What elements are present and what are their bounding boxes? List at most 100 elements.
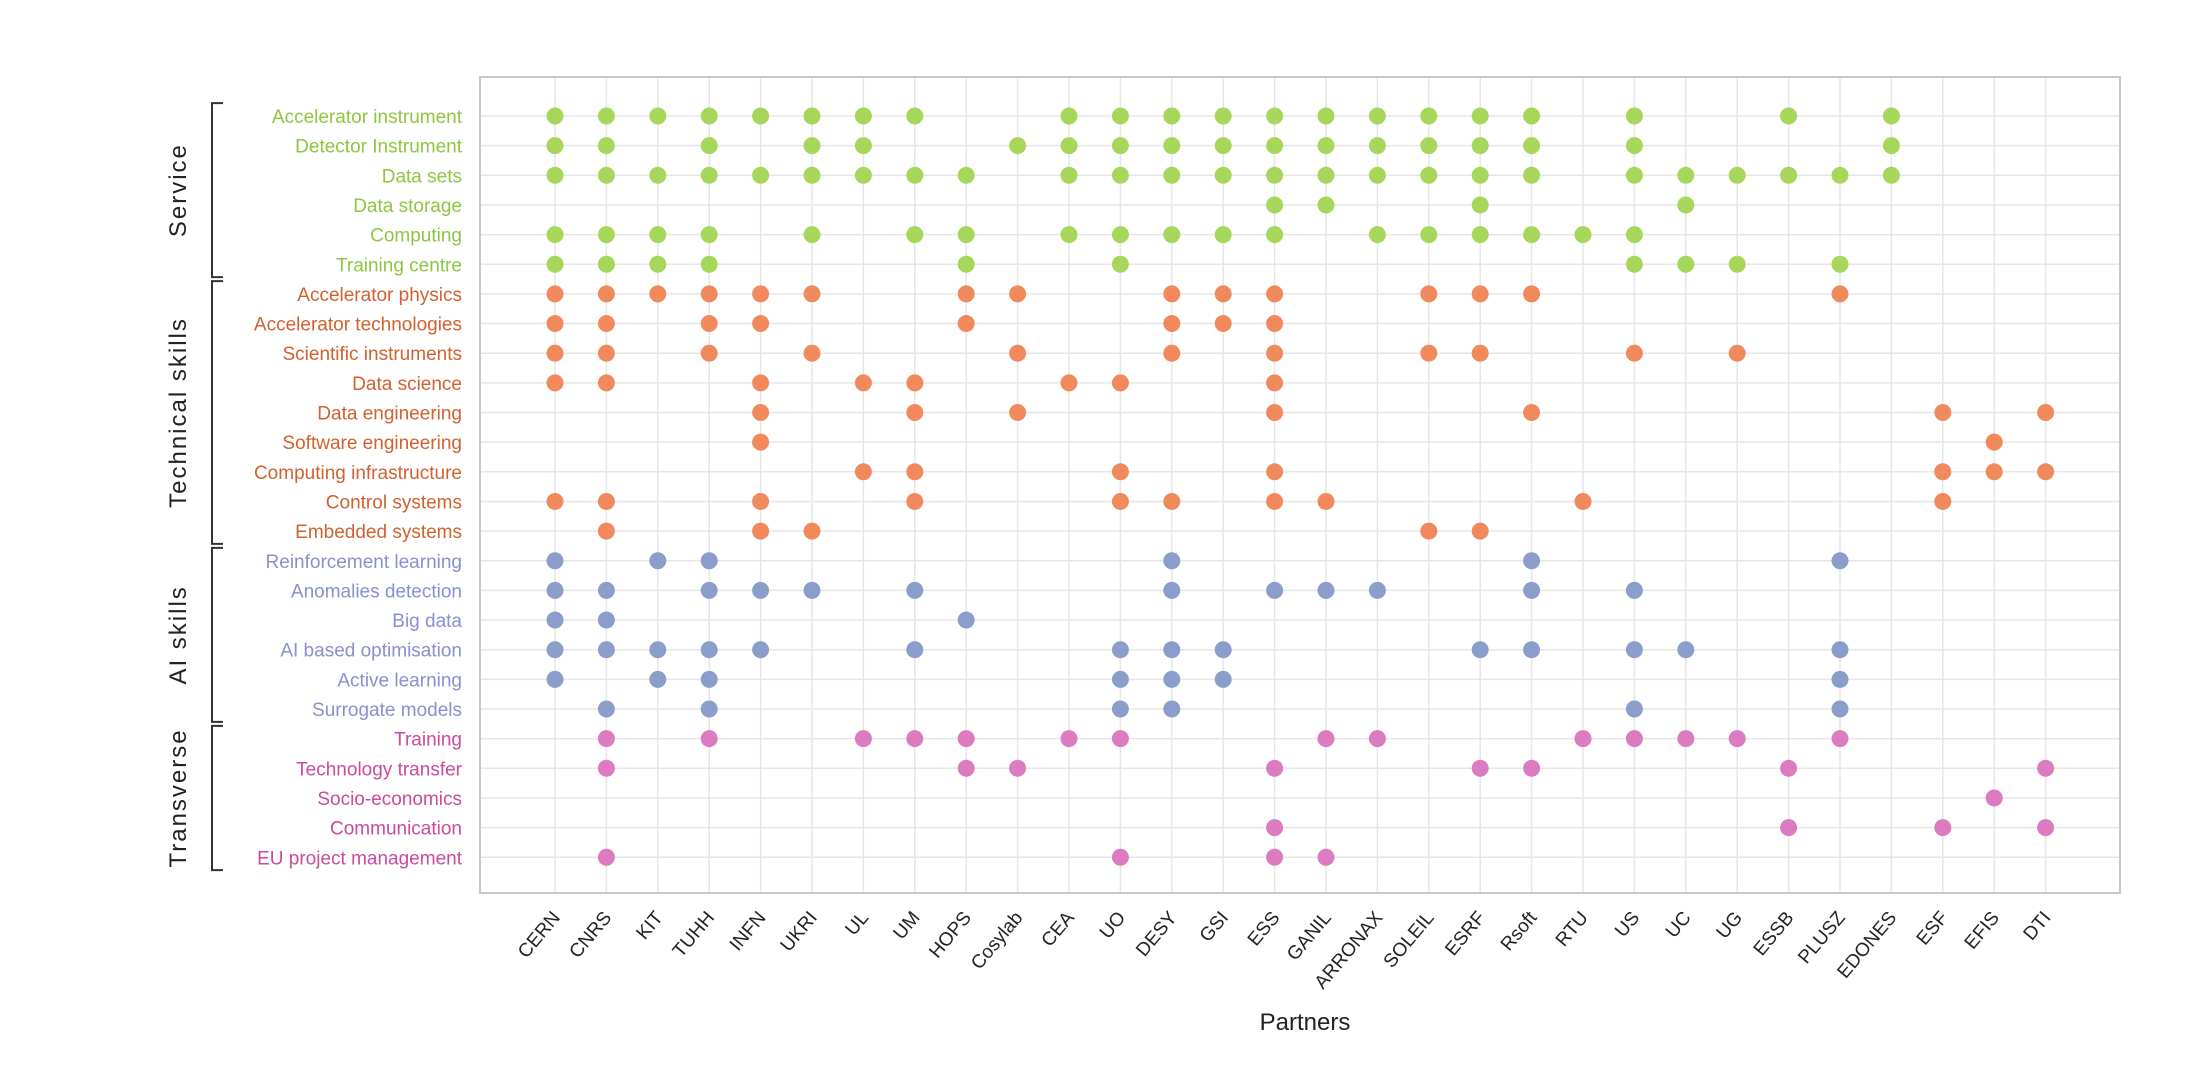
data-point	[1060, 107, 1078, 125]
data-point	[957, 315, 975, 333]
row-label: Data engineering	[317, 404, 462, 425]
data-point	[1111, 374, 1129, 392]
data-point	[597, 492, 615, 510]
data-point	[546, 670, 564, 688]
data-point	[1266, 492, 1284, 510]
data-point	[700, 730, 718, 748]
data-point	[1523, 759, 1541, 777]
data-point	[1677, 641, 1695, 659]
data-point	[1574, 730, 1592, 748]
data-point	[1163, 670, 1181, 688]
row-label: Computing infrastructure	[254, 463, 462, 484]
data-point	[1317, 137, 1335, 155]
data-point	[1523, 285, 1541, 303]
data-point	[1677, 196, 1695, 214]
data-point	[854, 166, 872, 184]
data-point	[854, 463, 872, 481]
data-point	[700, 670, 718, 688]
plot-frame	[479, 76, 2121, 894]
data-point	[957, 285, 975, 303]
data-point	[1266, 166, 1284, 184]
group-label: Service	[165, 143, 192, 237]
data-point	[906, 404, 924, 421]
data-point	[1317, 166, 1335, 184]
x-tick-label: DESY	[1132, 907, 1182, 960]
row-label: Data science	[352, 374, 462, 395]
data-point	[700, 107, 718, 125]
data-point	[1831, 700, 1849, 718]
data-point	[752, 107, 770, 125]
data-point	[649, 226, 667, 244]
data-point	[1317, 196, 1335, 214]
data-point	[1317, 730, 1335, 748]
data-point	[1111, 641, 1129, 659]
data-point	[1111, 730, 1129, 748]
data-point	[906, 226, 924, 244]
row-label: Accelerator technologies	[254, 315, 462, 336]
data-point	[649, 670, 667, 688]
data-point	[1266, 315, 1284, 333]
x-tick-label: UG	[1713, 908, 1747, 943]
data-point	[1728, 166, 1746, 184]
data-point	[597, 255, 615, 273]
data-point	[597, 730, 615, 748]
data-point	[1214, 641, 1232, 659]
data-point	[2037, 819, 2055, 837]
row-label: Scientific instruments	[282, 344, 462, 365]
data-point	[1420, 226, 1438, 244]
data-point	[1934, 404, 1952, 421]
data-point	[597, 759, 615, 777]
data-point	[1060, 166, 1078, 184]
row-label: Reinforcement learning	[266, 552, 462, 573]
data-point	[1368, 226, 1386, 244]
x-tick-label: EFIS	[1961, 908, 2004, 954]
group-bracket	[211, 724, 223, 872]
data-point	[649, 255, 667, 273]
data-point	[597, 522, 615, 540]
data-point	[1163, 552, 1181, 570]
x-tick-label: INFN	[726, 908, 771, 955]
data-point	[854, 137, 872, 155]
data-point	[1934, 819, 1952, 837]
data-point	[752, 641, 770, 659]
data-point	[1214, 315, 1232, 333]
data-point	[597, 581, 615, 599]
data-point	[803, 285, 821, 303]
data-point	[752, 404, 770, 421]
data-point	[1317, 581, 1335, 599]
x-tick-label: CEA	[1038, 907, 1079, 951]
data-point	[546, 137, 564, 155]
data-point	[700, 285, 718, 303]
data-point	[1625, 581, 1643, 599]
data-point	[1009, 285, 1027, 303]
data-point	[1163, 226, 1181, 244]
data-point	[1574, 226, 1592, 244]
data-point	[2037, 463, 2055, 481]
data-point	[1111, 107, 1129, 125]
data-point	[700, 552, 718, 570]
row-label: Communication	[330, 819, 462, 840]
data-point	[1111, 848, 1129, 866]
data-point	[1677, 255, 1695, 273]
data-point	[649, 552, 667, 570]
data-point	[700, 315, 718, 333]
data-point	[1882, 166, 1900, 184]
data-point	[906, 463, 924, 481]
data-point	[1420, 107, 1438, 125]
data-point	[546, 255, 564, 273]
data-point	[1780, 819, 1798, 837]
x-tick-label: GANIL	[1283, 908, 1336, 965]
data-point	[1060, 374, 1078, 392]
x-tick-label: Cosylab	[967, 908, 1027, 974]
data-point	[1985, 789, 2003, 807]
data-point	[1368, 137, 1386, 155]
data-point	[1214, 107, 1232, 125]
data-point	[1111, 700, 1129, 718]
data-point	[700, 581, 718, 599]
x-tick-label: CERN	[514, 908, 565, 963]
data-point	[957, 255, 975, 273]
x-tick-label: KIT	[633, 907, 668, 943]
data-point	[1625, 344, 1643, 362]
data-point	[1831, 552, 1849, 570]
